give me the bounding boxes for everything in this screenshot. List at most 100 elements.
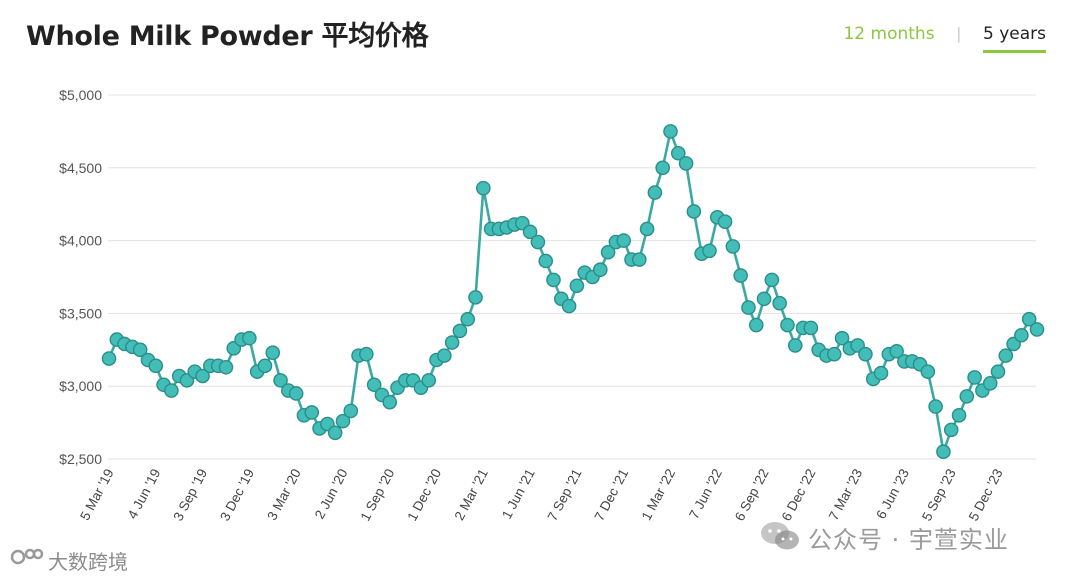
data-point[interactable] — [725, 239, 741, 254]
data-point[interactable] — [273, 373, 288, 388]
x-tick-label: 4 Jun '19 — [125, 466, 164, 521]
data-point[interactable] — [647, 185, 663, 200]
data-point[interactable] — [460, 311, 476, 327]
data-point[interactable] — [936, 444, 951, 460]
data-point[interactable] — [343, 403, 359, 419]
data-point[interactable] — [101, 351, 117, 366]
data-point[interactable] — [538, 253, 554, 269]
data-point[interactable] — [164, 383, 179, 398]
y-tick-label: $4,500 — [59, 160, 102, 176]
data-point[interactable] — [780, 317, 795, 333]
data-point[interactable] — [928, 399, 943, 414]
data-point[interactable] — [132, 342, 148, 358]
data-point[interactable] — [616, 233, 631, 248]
data-point[interactable] — [1029, 322, 1045, 337]
data-point[interactable] — [943, 422, 959, 438]
data-point[interactable] — [655, 160, 670, 176]
data-point[interactable] — [686, 204, 702, 219]
data-point[interactable] — [468, 290, 483, 305]
data-point[interactable] — [437, 348, 452, 363]
data-point[interactable] — [359, 346, 374, 362]
data-point[interactable] — [959, 389, 975, 404]
data-point[interactable] — [1021, 311, 1037, 327]
data-point[interactable] — [452, 323, 468, 339]
x-tick-label: 7 Jun '22 — [686, 466, 725, 521]
watermark-left-text: 大数跨境 — [48, 550, 128, 574]
data-point[interactable] — [218, 359, 234, 375]
y-axis: $5,000 $4,500 $4,000 $3,500 $3,000 $2,500 — [59, 87, 102, 467]
data-point[interactable] — [421, 373, 437, 388]
data-point[interactable] — [764, 272, 780, 288]
data-point[interactable] — [826, 346, 842, 362]
x-tick-label: 2 Jun '20 — [312, 466, 351, 521]
data-point[interactable] — [834, 330, 850, 346]
data-point[interactable] — [889, 343, 904, 359]
data-point[interactable] — [265, 345, 281, 361]
data-point[interactable] — [967, 370, 982, 385]
x-tick-label: 7 Dec '21 — [592, 466, 632, 523]
data-point[interactable] — [304, 405, 320, 420]
data-point[interactable] — [366, 377, 382, 393]
x-tick-label: 5 Sep '23 — [919, 466, 959, 523]
data-point[interactable] — [476, 180, 491, 196]
tab-12-months[interactable]: 12 months — [843, 24, 935, 44]
data-point[interactable] — [639, 221, 655, 237]
data-point[interactable] — [1014, 327, 1029, 343]
data-point[interactable] — [288, 386, 304, 401]
data-point[interactable] — [631, 252, 647, 267]
x-tick-label: 3 Mar '20 — [264, 466, 303, 522]
data-point[interactable] — [546, 272, 561, 288]
x-axis: 5 Mar '19 4 Jun '19 3 Sep '19 3 Dec '19 3 Ma… — [77, 466, 1005, 523]
x-tick-label: 7 Mar '23 — [826, 466, 865, 522]
data-point[interactable] — [522, 224, 538, 240]
data-point[interactable] — [382, 394, 398, 410]
data-point[interactable] — [335, 413, 351, 429]
page-title: Whole Milk Powder 平均价格 — [26, 21, 429, 52]
data-point[interactable] — [600, 244, 616, 260]
data-point[interactable] — [242, 330, 257, 346]
data-point[interactable] — [670, 145, 686, 161]
data-point[interactable] — [858, 346, 873, 362]
x-tick-label: 6 Jun '23 — [873, 466, 912, 521]
y-tick-label: $2,500 — [59, 451, 102, 467]
data-point[interactable] — [733, 268, 748, 283]
data-point[interactable] — [990, 364, 1006, 379]
data-point[interactable] — [257, 358, 273, 374]
data-point[interactable] — [444, 335, 460, 350]
data-point[interactable] — [982, 375, 998, 391]
data-point[interactable] — [530, 234, 546, 250]
x-tick-label: 5 Mar '19 — [77, 466, 116, 522]
data-point[interactable] — [741, 300, 756, 315]
data-point[interactable] — [803, 320, 819, 336]
data-point[interactable] — [717, 214, 733, 229]
data-point[interactable] — [920, 364, 936, 379]
data-point[interactable] — [748, 317, 764, 333]
data-point[interactable] — [592, 262, 608, 278]
x-tick-label: 6 Sep '22 — [732, 466, 772, 523]
tab-5-years[interactable]: 5 years — [982, 24, 1046, 53]
watermark-right-text: 公众号 · 宇萱实业 — [808, 526, 1009, 554]
data-point[interactable] — [951, 408, 967, 423]
grid-lines — [108, 94, 1036, 460]
data-point[interactable] — [702, 243, 717, 259]
x-tick-label: 1 Mar '22 — [639, 466, 678, 522]
data-point[interactable] — [772, 295, 787, 311]
y-tick-label: $3,000 — [59, 378, 102, 394]
data-point[interactable] — [787, 338, 803, 353]
x-tick-label: 2 Mar '21 — [451, 466, 490, 522]
y-tick-label: $4,000 — [59, 233, 102, 249]
data-point[interactable] — [756, 291, 772, 307]
x-tick-label: 3 Sep '19 — [170, 466, 210, 523]
data-point[interactable] — [998, 348, 1014, 363]
data-point[interactable] — [569, 278, 585, 294]
x-tick-label: 1 Dec '20 — [404, 466, 444, 523]
data-point[interactable] — [678, 156, 694, 171]
data-point[interactable] — [148, 358, 164, 374]
data-point[interactable] — [327, 425, 343, 441]
data-point[interactable] — [873, 365, 889, 381]
data-point[interactable] — [561, 298, 577, 314]
data-point[interactable] — [195, 368, 210, 384]
data-point[interactable] — [663, 124, 678, 139]
x-tick-label: 1 Jun '21 — [499, 466, 538, 521]
x-tick-label: 3 Dec '19 — [217, 466, 257, 523]
